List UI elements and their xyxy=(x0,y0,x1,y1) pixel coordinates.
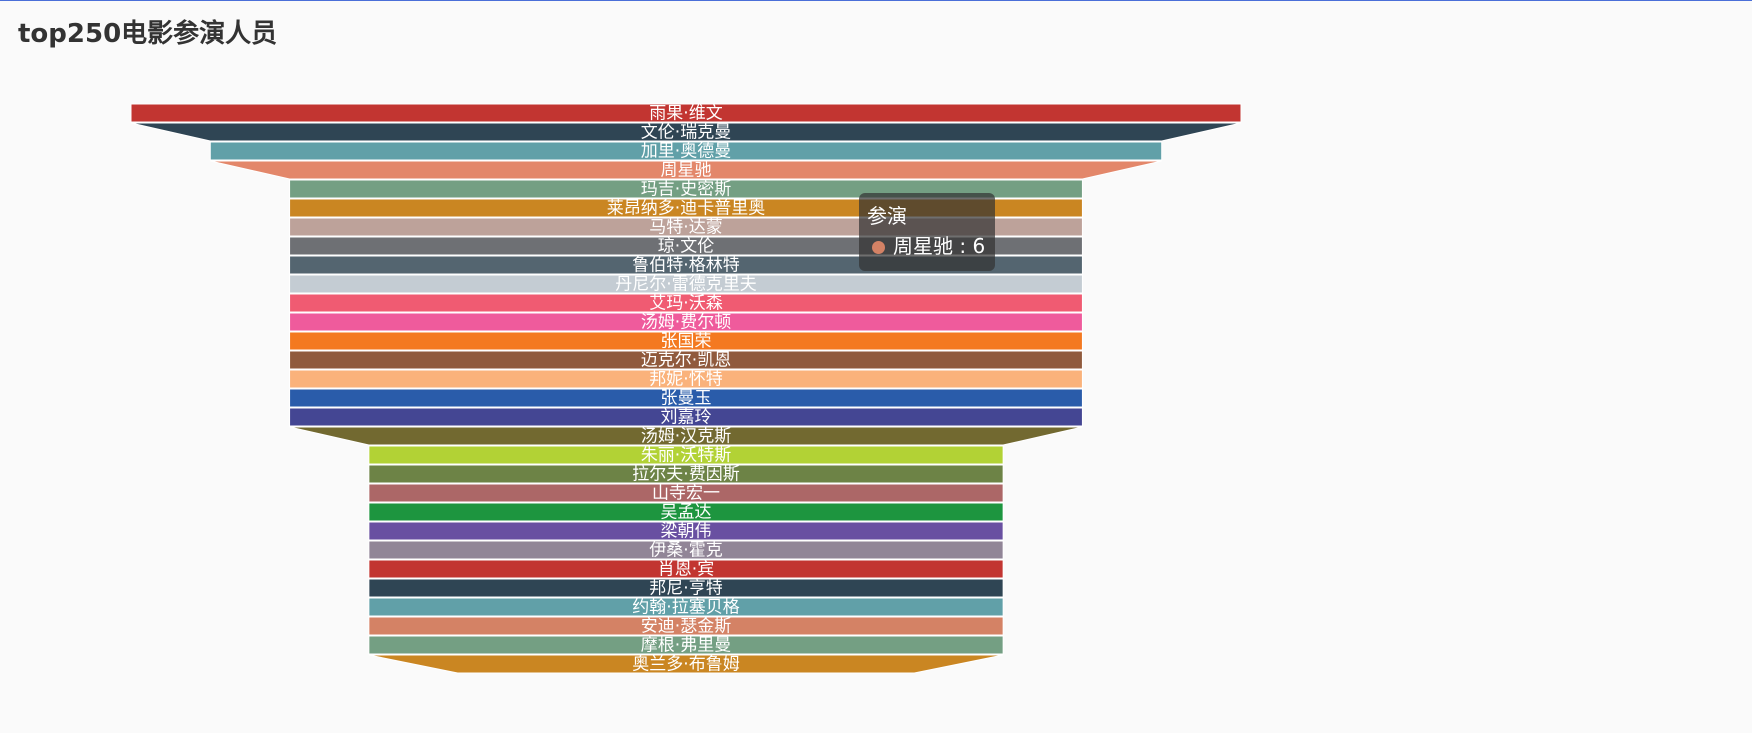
funnel-segment[interactable] xyxy=(368,597,1004,617)
funnel-segment[interactable] xyxy=(289,293,1083,313)
chart-tooltip: 参演 周星驰 : 6 xyxy=(859,193,996,271)
funnel-segment-label: 汤姆·汉克斯 xyxy=(641,427,731,447)
funnel-segment-label: 汤姆·费尔顿 xyxy=(641,313,731,333)
funnel-segment-label: 丹尼尔·雷德克里夫 xyxy=(615,275,756,295)
funnel-segment-label: 加里·奥德曼 xyxy=(641,142,731,162)
tooltip-item-row: 周星驰 : 6 xyxy=(867,231,985,261)
funnel-segment-label: 安迪·瑟金斯 xyxy=(641,617,731,637)
funnel-segment-label: 琼·文伦 xyxy=(658,237,714,257)
funnel-segment-label: 约翰·拉塞贝格 xyxy=(632,598,739,618)
funnel-segment[interactable] xyxy=(289,407,1083,427)
funnel-segment-label: 文伦·瑞克曼 xyxy=(641,123,731,143)
funnel-segment[interactable] xyxy=(130,122,1242,142)
funnel-segment-label: 莱昂纳多·迪卡普里奥 xyxy=(607,199,765,219)
tooltip-item-value: 6 xyxy=(972,234,986,258)
funnel-segment[interactable] xyxy=(210,160,1162,180)
funnel-segment[interactable] xyxy=(368,559,1004,579)
funnel-segment-label: 鲁伯特·格林特 xyxy=(632,256,739,276)
funnel-segment[interactable] xyxy=(130,103,1242,123)
tooltip-item-name: 周星驰 xyxy=(893,234,953,258)
funnel-segment[interactable] xyxy=(289,331,1083,351)
funnel-segment-label: 肖恩·宾 xyxy=(658,560,714,580)
funnel-segment-label: 玛吉·史密斯 xyxy=(641,180,731,200)
funnel-segment-label: 摩根·弗里曼 xyxy=(641,636,731,656)
funnel-segment[interactable] xyxy=(368,502,1004,522)
funnel-segment[interactable] xyxy=(368,578,1004,598)
tooltip-series-name: 参演 xyxy=(867,204,907,228)
tooltip-color-dot xyxy=(872,241,885,254)
chart-title: top250电影参演人员 xyxy=(18,19,278,49)
funnel-segment[interactable] xyxy=(289,369,1083,389)
funnel-segment[interactable] xyxy=(368,540,1004,560)
funnel-segment-label: 张曼玉 xyxy=(661,389,712,409)
funnel-segment-label: 邦尼·亨特 xyxy=(649,579,722,599)
funnel-segment[interactable] xyxy=(368,635,1004,655)
funnel-segment[interactable] xyxy=(368,654,1004,674)
funnel-segment-label: 朱丽·沃特斯 xyxy=(641,446,731,466)
funnel-segment[interactable] xyxy=(368,616,1004,636)
funnel-segment-label: 梁朝伟 xyxy=(661,522,712,542)
funnel-segment-label: 伊桑·霍克 xyxy=(649,541,722,561)
funnel-segment-label: 山寺宏一 xyxy=(652,484,720,504)
funnel-segment[interactable] xyxy=(289,388,1083,408)
funnel-segment-label: 周星驰 xyxy=(661,161,712,181)
funnel-segment-label: 雨果·维文 xyxy=(649,104,722,124)
funnel-segment[interactable] xyxy=(368,464,1004,484)
funnel-segment-label: 迈克尔·凯恩 xyxy=(641,351,731,371)
funnel-segment-label: 奥兰多·布鲁姆 xyxy=(632,655,739,675)
funnel-segment[interactable] xyxy=(368,483,1004,503)
funnel-segment-label: 吴孟达 xyxy=(661,503,712,523)
funnel-segment-label: 刘嘉玲 xyxy=(661,408,712,428)
funnel-segment[interactable] xyxy=(368,445,1004,465)
funnel-segment-label: 张国荣 xyxy=(661,332,712,352)
funnel-segment-label: 马特·达蒙 xyxy=(649,218,722,238)
funnel-segment-label: 艾玛·沃森 xyxy=(649,294,722,314)
funnel-segment-label: 拉尔夫·费因斯 xyxy=(632,465,739,485)
funnel-segment[interactable] xyxy=(289,312,1083,332)
funnel-segment[interactable] xyxy=(289,274,1083,294)
funnel-segment[interactable] xyxy=(368,521,1004,541)
funnel-segment-label: 邦妮·怀特 xyxy=(649,370,722,390)
funnel-segment[interactable] xyxy=(289,350,1083,370)
funnel-segment[interactable] xyxy=(289,426,1083,446)
funnel-segment[interactable] xyxy=(209,141,1163,161)
